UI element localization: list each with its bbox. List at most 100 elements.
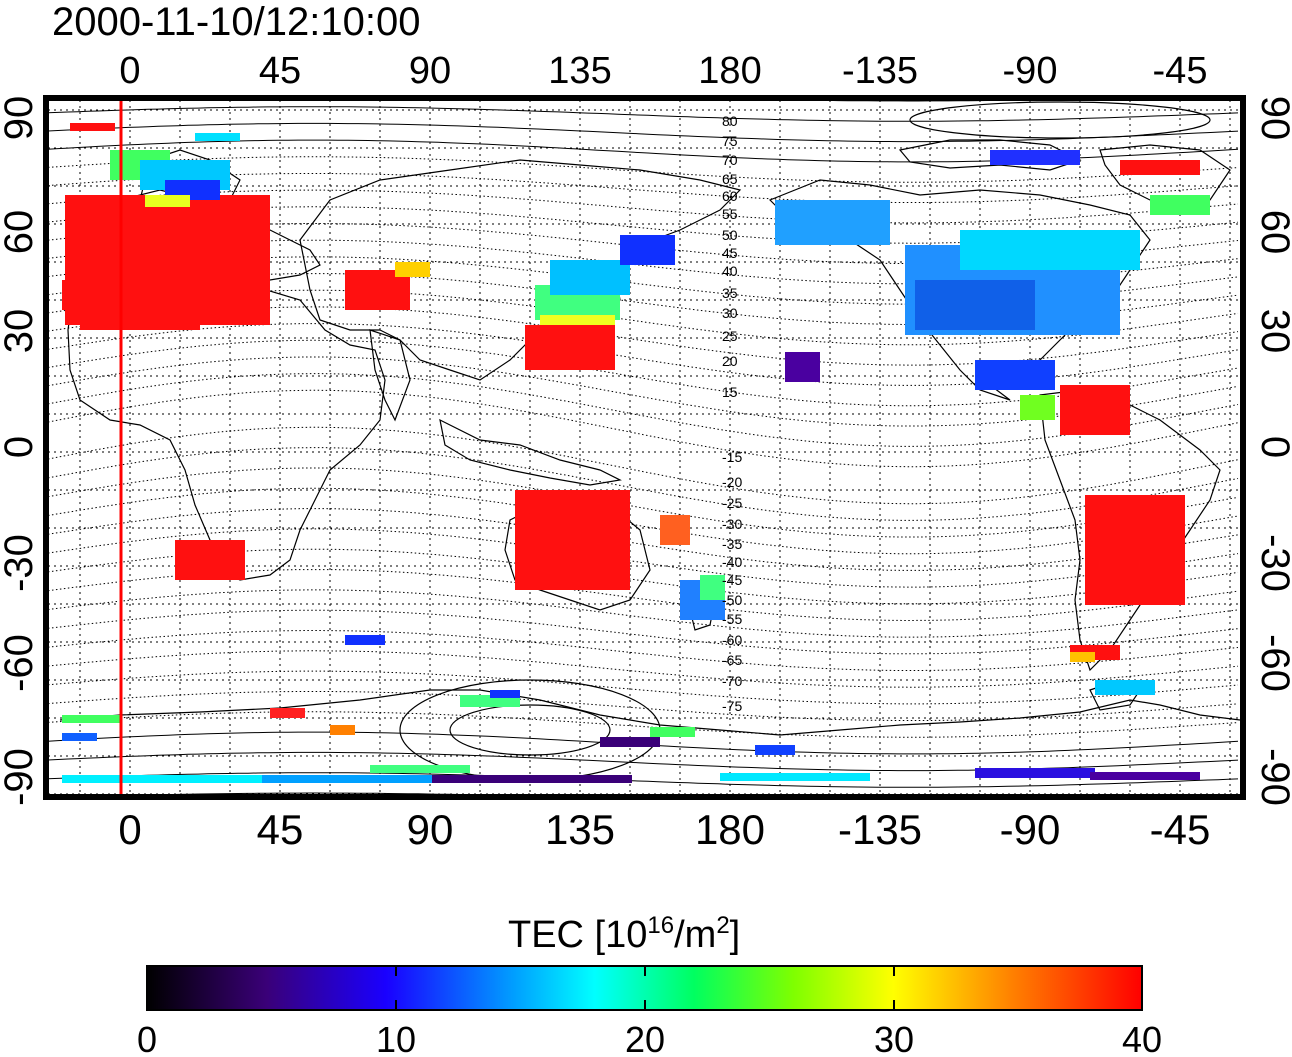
tec-patch-scand-yellow [145,195,190,207]
contour-label: 30 [722,305,738,321]
colorbar-tick-label: 0 [137,1019,157,1057]
contour-label: -30 [722,516,742,532]
geomagnetic-contour [127,792,504,795]
left-tick-label: 0 [0,436,41,458]
contour-label: -15 [722,449,742,465]
contour-label: 80 [722,113,738,129]
axis-bar-right [1241,95,1246,800]
contour-label: -35 [722,536,742,552]
top-tick-label: 0 [119,50,140,92]
right-tick-label: 30 [1253,309,1292,354]
bottom-tick-label: 0 [118,806,141,853]
top-tick-label: -45 [1153,50,1208,92]
tec-patch-ant-2 [650,727,695,737]
tec-patch-ant-band-7 [1090,772,1200,780]
tec-patch-ant-band-5 [720,773,870,781]
left-tick-label: -60 [0,634,41,692]
tec-patch-ant-3 [755,745,795,755]
coast-antarctica [59,689,1241,736]
colorbar-tick-label: 20 [625,1019,665,1057]
coast-india [369,329,411,422]
tec-patch-greenland-red [1120,160,1200,175]
colorbar-tick-label: 10 [376,1019,416,1057]
tec-patch-ant-9 [345,635,385,645]
geomagnetic-contour [48,122,1239,143]
tec-patch-kamchatka [620,235,675,265]
top-tick-label: 90 [409,50,451,92]
geomagnetic-contour [48,528,1239,588]
colorbar-tick-label: 30 [874,1019,914,1057]
tec-patch-greenland-green [1150,195,1210,215]
contour-label: -25 [722,495,742,511]
axis-bar-bottom [48,795,1241,800]
tec-patch-nz-green [700,575,725,600]
tec-patch-ant-8 [330,725,355,735]
colorbar-ticks [395,966,895,1010]
geomagnetic-contour [48,156,1239,183]
contour-label: 15 [722,384,738,400]
geomagnetic-contour [48,256,1239,305]
colorbar-title-suffix: ] [730,914,741,956]
left-axis: 90 60 30 0 -30 -60 -90 [0,96,41,806]
axis-bar-left [43,95,48,800]
geomagnetic-contour [48,356,1239,427]
geomagnetic-contour [48,670,1239,705]
tec-patch-nw-africa [62,280,82,310]
tec-patch-sa-red [1085,495,1185,605]
contour-label: 40 [722,263,738,279]
coast-africa [67,254,386,581]
tec-patch-central-asia-y [395,262,430,277]
contour-label: -20 [722,474,742,490]
geomagnetic-contour [48,609,1239,655]
bottom-tick-label: 180 [695,806,765,853]
colorbar-title-prefix: TEC [10 [508,914,647,956]
tec-patch-ant-4 [1095,680,1155,695]
geomagnetic-contour [48,289,1239,346]
right-tick-label: -60 [1253,634,1292,692]
colorbar-tick-label: 40 [1122,1019,1162,1057]
geomagnetic-contour [48,650,1239,688]
tec-patch-caribbean [1060,385,1130,435]
tec-patch-ant-7 [270,708,305,718]
bottom-tick-label: 90 [407,806,454,853]
geomagnetic-contour [48,487,1239,555]
tec-patch-na-cyan [960,230,1140,270]
geomagnetic-contour [48,508,1239,571]
contour-label: 35 [722,285,738,301]
contour-label: -70 [722,673,742,689]
tec-patch-arctic-cyan [195,133,240,141]
tec-patch-na-dark [915,280,1035,330]
contour-label: -60 [722,632,742,648]
tec-patch-alaska [775,200,890,245]
geomagnetic-contour [48,339,1239,407]
polar-contour-ring [909,101,1211,139]
geomagnetic-contour [48,711,1239,738]
left-tick-label: -90 [0,748,41,806]
tec-patch-europe-2 [80,290,200,330]
top-tick-label: -90 [1003,50,1058,92]
tec-patch-south-africa [175,540,245,580]
geomagnetic-contour [48,373,1239,447]
left-tick-label: 90 [0,96,41,141]
top-axis: 0 45 90 135 180 -135 -90 -45 [119,50,1207,92]
left-tick-label: 30 [0,309,41,354]
contour-label: -45 [722,572,742,588]
geomagnetic-contour [48,467,1239,538]
right-tick-label: -30 [1253,534,1292,592]
tec-data-patches [62,123,1210,783]
geomagnetic-contour [48,630,1239,671]
colorbar-title-mid: /m [674,914,716,956]
contour-label: 20 [722,353,738,369]
tec-patch-central-green [1020,395,1055,420]
contour-label: 50 [722,227,738,243]
bottom-tick-label: -45 [1150,806,1211,853]
axis-bar-top [48,95,1241,100]
geomagnetic-contour [48,389,1239,468]
contour-label: -50 [722,592,742,608]
bottom-tick-label: -135 [838,806,922,853]
left-tick-label: 60 [0,210,41,255]
right-tick-label: 0 [1253,436,1292,458]
contour-label: 45 [722,245,738,261]
